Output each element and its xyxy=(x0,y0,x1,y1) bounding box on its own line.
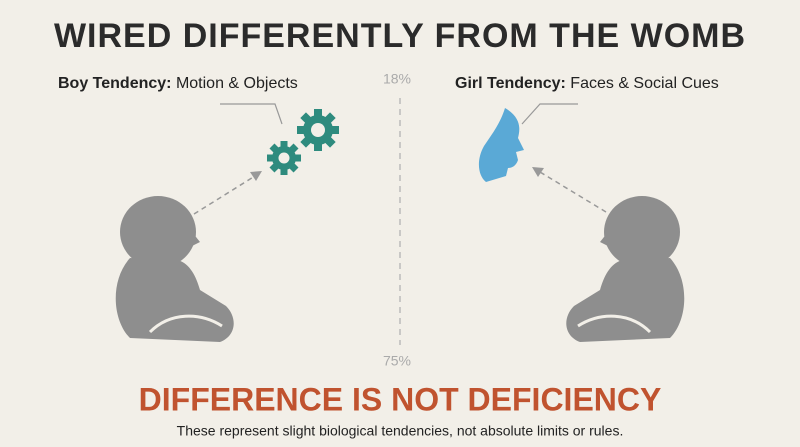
gears xyxy=(267,109,339,175)
girl-caption: Girl Tendency: Faces & Social Cues xyxy=(455,75,719,92)
footnote: These represent slight biological tenden… xyxy=(177,423,624,439)
boy-arrow xyxy=(193,175,256,215)
headline: DIFFERENCE IS NOT DEFICIENCY xyxy=(139,381,662,417)
title: WIRED DIFFERENTLY FROM THE WOMB xyxy=(54,17,746,55)
girl-pointer xyxy=(521,103,578,125)
top-percent: 18% xyxy=(383,71,411,87)
boy-baby xyxy=(115,196,234,342)
boy-arrowhead xyxy=(250,171,262,181)
boy-text: Motion & Objects xyxy=(176,75,298,92)
boy-pointer xyxy=(220,103,283,125)
girl-text: Faces & Social Cues xyxy=(570,75,719,92)
girl-baby xyxy=(566,196,685,342)
girl-arrow xyxy=(539,171,607,213)
girl-arrowhead xyxy=(532,167,544,177)
boy-caption: Boy Tendency: Motion & Objects xyxy=(58,75,298,92)
bottom-percent: 75% xyxy=(383,353,411,369)
girl-label: Girl Tendency: xyxy=(455,75,566,92)
face-profile xyxy=(478,108,524,182)
boy-label: Boy Tendency: xyxy=(58,75,172,92)
